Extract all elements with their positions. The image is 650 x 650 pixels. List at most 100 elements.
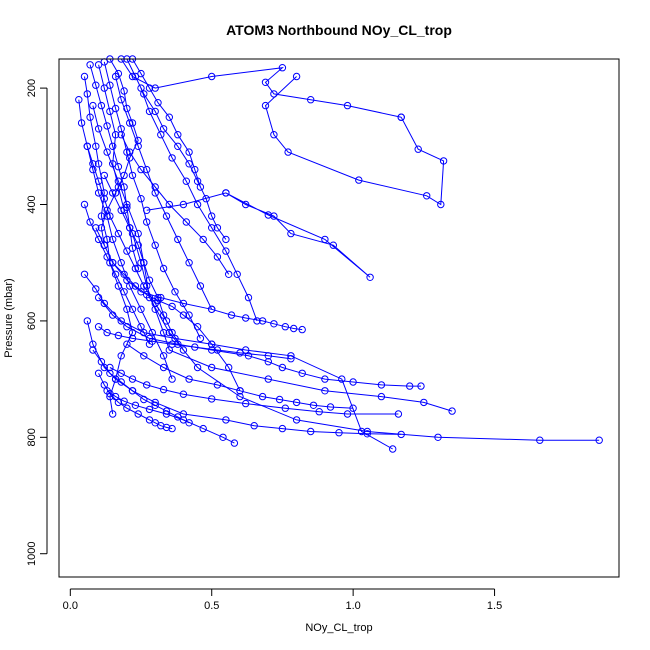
data-point xyxy=(242,200,250,209)
data-point xyxy=(250,422,258,430)
data-point xyxy=(230,439,239,447)
data-point xyxy=(120,288,128,296)
data-point xyxy=(162,407,171,415)
data-point xyxy=(191,165,199,174)
data-point xyxy=(423,192,431,200)
series-line xyxy=(86,146,167,322)
data-point xyxy=(94,235,103,244)
data-point xyxy=(261,101,270,110)
data-point xyxy=(109,410,117,418)
profile-series-4 xyxy=(261,72,448,209)
data-point xyxy=(103,122,111,130)
data-point xyxy=(389,445,397,453)
data-point xyxy=(97,212,106,220)
series-line xyxy=(115,76,213,310)
data-point xyxy=(97,101,106,110)
data-point xyxy=(366,273,374,281)
data-point xyxy=(145,107,154,116)
data-point xyxy=(134,142,142,151)
data-point xyxy=(134,241,142,249)
data-point xyxy=(94,369,103,377)
data-point xyxy=(137,288,145,296)
data-point xyxy=(117,369,125,377)
data-point xyxy=(157,131,165,139)
profile-series-21 xyxy=(111,72,216,313)
profile-series-19 xyxy=(103,387,239,447)
data-point xyxy=(213,346,222,354)
data-point xyxy=(290,324,298,333)
x-tick-label: 1.5 xyxy=(487,600,502,612)
data-point xyxy=(397,113,405,121)
data-point xyxy=(222,235,230,244)
data-point xyxy=(222,247,230,255)
data-point xyxy=(355,176,363,184)
data-point xyxy=(114,183,123,191)
data-point xyxy=(117,96,125,104)
data-point xyxy=(165,113,174,121)
data-point xyxy=(208,212,216,220)
series-line xyxy=(120,58,402,118)
data-point xyxy=(80,200,89,209)
data-point xyxy=(128,171,137,180)
data-point xyxy=(417,382,425,390)
data-point xyxy=(77,119,86,127)
data-point xyxy=(377,381,386,389)
data-point xyxy=(123,404,131,412)
data-point xyxy=(120,183,128,191)
data-point xyxy=(111,392,120,401)
data-point xyxy=(264,211,272,219)
data-point xyxy=(123,104,131,113)
data-point xyxy=(222,416,230,424)
data-point xyxy=(114,163,123,171)
data-point xyxy=(193,363,202,372)
data-point xyxy=(106,81,114,89)
data-point xyxy=(103,328,111,337)
data-point xyxy=(298,369,306,377)
data-point xyxy=(111,131,120,139)
data-point xyxy=(123,247,131,255)
y-axis: 200 400 600 800 1000 xyxy=(26,79,48,566)
data-point xyxy=(292,398,301,407)
data-point xyxy=(213,224,222,232)
data-point xyxy=(89,340,97,348)
data-point xyxy=(131,282,140,290)
series-line xyxy=(98,373,173,430)
data-point xyxy=(595,436,603,444)
data-point xyxy=(120,270,128,278)
data-point xyxy=(86,61,94,69)
data-point xyxy=(394,410,403,418)
profile-series-25 xyxy=(100,171,188,354)
data-point xyxy=(123,203,131,212)
data-point xyxy=(321,235,329,244)
data-point xyxy=(171,334,179,343)
data-point xyxy=(123,340,131,348)
data-point xyxy=(199,424,207,433)
data-point xyxy=(134,136,142,145)
data-point xyxy=(168,375,176,383)
data-point xyxy=(120,87,128,95)
profile-series-8 xyxy=(80,270,397,453)
data-point xyxy=(414,145,422,153)
data-point xyxy=(298,325,306,334)
data-point xyxy=(117,259,125,267)
data-point xyxy=(258,392,267,401)
data-point xyxy=(94,125,103,133)
data-point xyxy=(117,125,125,133)
data-point xyxy=(94,61,103,69)
data-point xyxy=(278,424,287,433)
data-point xyxy=(179,390,188,398)
data-point xyxy=(92,285,100,293)
data-point xyxy=(208,340,216,348)
data-point xyxy=(109,189,117,197)
data-point xyxy=(111,270,120,278)
data-point xyxy=(128,244,137,252)
data-point xyxy=(208,363,216,372)
data-point xyxy=(100,171,109,180)
series-line xyxy=(92,349,190,424)
series-line xyxy=(120,134,230,275)
data-point xyxy=(159,125,168,133)
data-point xyxy=(420,398,428,407)
data-point xyxy=(143,381,151,389)
data-point xyxy=(109,235,117,244)
data-point xyxy=(208,305,216,313)
